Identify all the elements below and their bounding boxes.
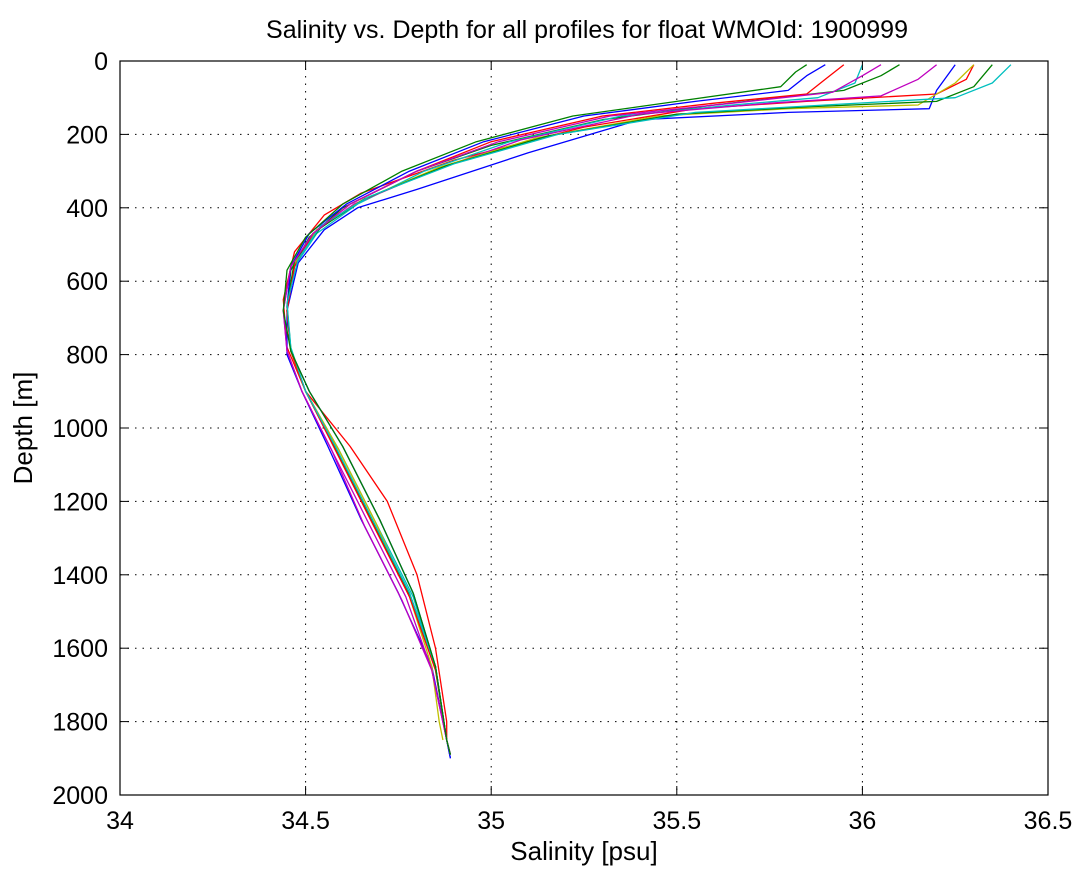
x-axis-label: Salinity [psu] (510, 836, 657, 866)
profile-line-12 (282, 64, 808, 755)
y-tick-label: 2000 (52, 782, 108, 810)
y-tick-labels: 0 200 400 600 800 1000 1200 1400 1600 1800 2000 (52, 48, 108, 810)
profile-lines (282, 64, 1012, 759)
y-axis-label: Depth [m] (8, 372, 38, 485)
profile-line-11 (282, 64, 882, 755)
y-tick-label: 1000 (52, 415, 108, 443)
profile-line-9 (286, 64, 845, 755)
x-tick-label: 36.5 (1024, 807, 1073, 835)
x-tick-label: 35.5 (652, 807, 701, 835)
y-tick-label: 400 (66, 195, 108, 223)
x-tick-label: 35 (477, 807, 505, 835)
x-tick-label: 34 (106, 807, 134, 835)
y-tick-label: 1800 (52, 709, 108, 737)
profile-line-10 (286, 64, 1012, 755)
y-tick-label: 600 (66, 268, 108, 296)
y-tick-label: 800 (66, 342, 108, 370)
x-tick-labels: 34 34.5 35 35.5 36 36.5 (106, 807, 1072, 835)
grid-lines (120, 61, 1048, 795)
y-tick-label: 200 (66, 121, 108, 149)
chart-title: Salinity vs. Depth for all profiles for … (266, 16, 908, 44)
y-tick-label: 1600 (52, 635, 108, 663)
x-tick-label: 34.5 (281, 807, 330, 835)
y-tick-label: 1200 (52, 488, 108, 516)
axis-ticks (119, 60, 1049, 796)
x-tick-label: 36 (848, 807, 876, 835)
y-tick-label: 1400 (52, 562, 108, 590)
y-tick-label: 0 (94, 48, 108, 76)
